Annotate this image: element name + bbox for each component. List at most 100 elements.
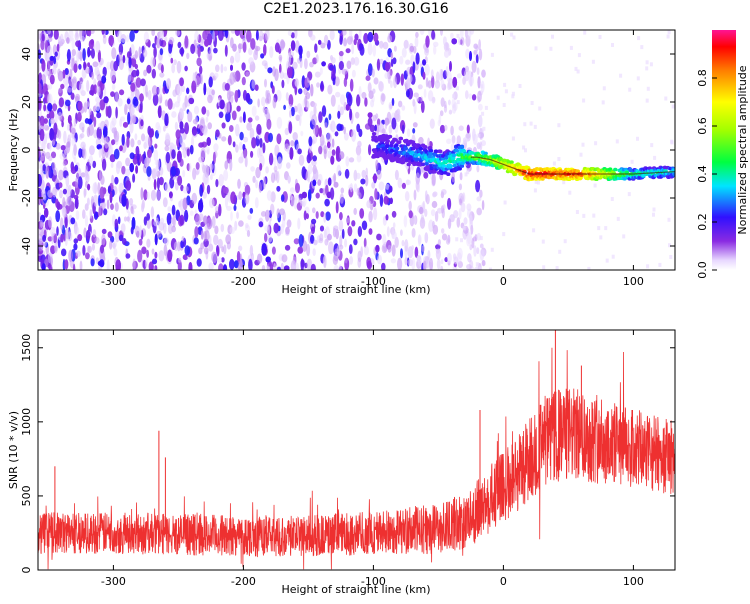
- spectrogram-cell: [479, 189, 483, 198]
- ridge-cell: [428, 152, 434, 156]
- spectrogram-cell: [415, 52, 420, 65]
- spectrogram-cell: [216, 245, 220, 257]
- spectrogram-cell: [173, 59, 177, 66]
- spectrogram-cell: [303, 210, 307, 221]
- spectrogram-cell: [338, 264, 342, 270]
- spectrogram-cell: [88, 108, 92, 116]
- spectrogram-cell: [448, 109, 453, 115]
- spectrogram-cell: [256, 253, 263, 264]
- spectrogram-cell: [232, 43, 237, 52]
- spectrogram-cell: [276, 116, 283, 129]
- spectrogram-cell: [169, 191, 173, 199]
- spectrogram-cell: [146, 64, 152, 74]
- spectrogram-cell: [125, 56, 129, 67]
- spectrogram-cell: [450, 32, 454, 39]
- spectrogram-cell: [191, 192, 198, 205]
- spectrogram-cell: [460, 36, 465, 46]
- spectrogram-cell: [297, 246, 304, 254]
- x-tick-label: -200: [231, 275, 256, 288]
- spectrogram-cell: [182, 148, 187, 156]
- spectrogram-cell: [248, 122, 253, 128]
- spectrogram-cell: [368, 210, 373, 223]
- spectrogram-cell: [450, 143, 455, 151]
- spectrogram-cell: [96, 144, 103, 150]
- spectrogram-cell: [39, 115, 45, 128]
- spectrogram-cell: [223, 244, 227, 255]
- spectrogram-cell: [70, 92, 75, 100]
- spectrogram-cell: [138, 46, 142, 59]
- spectrogram-cell: [50, 151, 57, 159]
- spectrogram-cell: [395, 114, 401, 122]
- ridge-cell: [454, 148, 460, 153]
- spectrogram-cell: [466, 124, 470, 134]
- spectrogram-cell: [213, 143, 219, 152]
- spectrogram-cell: [427, 137, 431, 149]
- spectrogram-cell: [64, 68, 69, 75]
- spectrogram-cell: [81, 68, 87, 79]
- spectrogram-cell: [191, 80, 197, 94]
- ridge-cell: [575, 169, 580, 173]
- y-tick-label: 40: [20, 47, 33, 61]
- spectrogram-cell: [129, 162, 134, 173]
- spectrogram-cell: [248, 57, 254, 65]
- spectrogram-cell: [166, 78, 171, 90]
- spectrogram-cell: [167, 249, 173, 262]
- spectrogram-cell: [445, 65, 449, 78]
- spectrogram-cell: [325, 211, 331, 221]
- spectrogram-cell: [199, 65, 203, 75]
- spectrogram-cell: [386, 226, 390, 238]
- spectrogram-cell: [176, 60, 182, 74]
- ridge-cell: [418, 146, 424, 151]
- spectrogram-cell: [49, 55, 55, 61]
- spectrogram-cell: [298, 234, 304, 247]
- spectrogram-cell: [97, 49, 101, 63]
- spectrogram-cell: [436, 207, 443, 214]
- spectrogram-cell: [385, 214, 389, 221]
- spectrogram-cell: [330, 55, 333, 61]
- spectrogram-cell: [266, 190, 273, 201]
- ridge-cell: [424, 161, 429, 166]
- spectrogram-cell: [143, 31, 149, 43]
- spectrogram-cell: [111, 139, 115, 146]
- spectrogram-cell: [353, 38, 357, 46]
- spectrogram-cell: [62, 206, 67, 218]
- spectrogram-cell: [60, 217, 64, 231]
- spectrogram-cell: [456, 73, 462, 79]
- spectrogram-cell: [148, 140, 152, 148]
- spectrogram-cell: [75, 176, 79, 189]
- spectrogram-cell: [367, 63, 373, 76]
- spectrogram-cell: [555, 266, 559, 270]
- spectrogram-cell: [312, 207, 316, 214]
- spectrogram-cell: [269, 46, 274, 58]
- spectrogram-cell: [93, 116, 97, 128]
- spectrogram-cell: [366, 200, 372, 209]
- spectrogram-cell: [593, 183, 597, 188]
- spectrogram-cell: [224, 195, 229, 208]
- spectrogram-cell: [457, 261, 463, 268]
- spectrogram-cell: [50, 226, 56, 237]
- spectrogram-cell: [214, 72, 219, 79]
- spectrogram-cell: [164, 145, 170, 152]
- spectrogram-cell: [168, 36, 175, 45]
- spectrogram-cell: [636, 136, 639, 141]
- spectrogram-cell: [132, 173, 136, 183]
- spectrogram-cell: [388, 124, 393, 134]
- spectrogram-cell: [530, 101, 534, 105]
- spectrogram-cell: [458, 198, 462, 206]
- spectrogram-cell: [146, 238, 151, 248]
- spectrogram-cell: [54, 51, 58, 57]
- spectrogram-cell: [38, 98, 42, 110]
- spectrogram-cell: [598, 35, 602, 39]
- spectrogram-cell: [189, 144, 194, 155]
- spectrogram-cell: [130, 82, 136, 92]
- spectrogram-cell: [146, 213, 151, 222]
- spectrogram-cell: [340, 187, 345, 194]
- spectrogram-cell: [90, 84, 95, 96]
- spectrogram-cell: [367, 31, 374, 43]
- spectrogram-cell: [200, 230, 204, 240]
- spectrogram-cell: [118, 51, 123, 62]
- spectrogram-cell: [259, 30, 264, 41]
- spectrogram-cell: [193, 105, 200, 115]
- spectrogram-cell: [579, 152, 583, 157]
